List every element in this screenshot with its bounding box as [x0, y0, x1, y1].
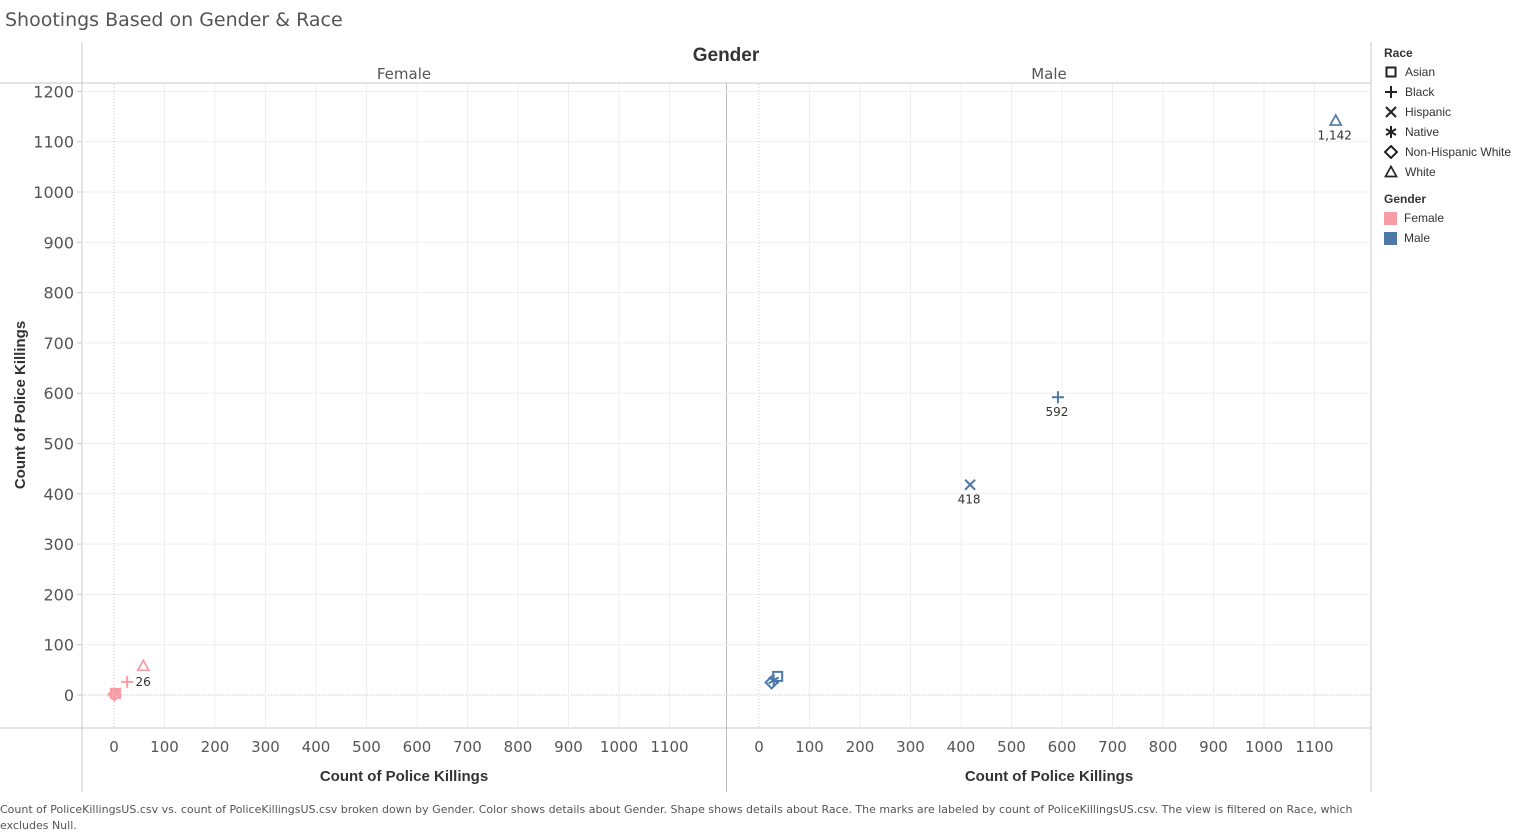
y-tick-label: 100 [43, 636, 74, 655]
x-tick-label: 100 [795, 738, 824, 756]
x-tick-label: 100 [150, 738, 179, 756]
y-tick-label: 1200 [33, 82, 74, 101]
x-tick-label: 0 [109, 738, 119, 756]
diamond-icon [1384, 145, 1398, 159]
legend-race-label: Black [1405, 85, 1435, 99]
x-tick-label: 600 [1048, 738, 1077, 756]
legend-race-label: Native [1405, 125, 1440, 139]
x-tick-label: 800 [1149, 738, 1178, 756]
x-tick-label: 500 [997, 738, 1026, 756]
legend-race-label: Non-Hispanic White [1405, 145, 1512, 159]
data-label: 1,142 [1318, 129, 1352, 143]
x-tick-label: 900 [554, 738, 583, 756]
x-tick-label: 400 [302, 738, 331, 756]
asterisk-icon [1385, 126, 1397, 138]
x-tick-label: 300 [251, 738, 280, 756]
data-point-male-black [1051, 391, 1064, 404]
legend-gender-label: Male [1404, 231, 1431, 245]
y-tick-label: 500 [43, 435, 74, 454]
color-swatch [1384, 231, 1397, 245]
y-tick-label: 0 [64, 686, 74, 705]
y-tick-label: 200 [43, 585, 74, 604]
y-tick-label: 1000 [33, 183, 74, 202]
data-point-male-hispanic [964, 479, 976, 491]
x-tick-label: 500 [352, 738, 381, 756]
panel-header-male: Male [1031, 65, 1067, 83]
y-axis-title: Count of Police Killings [12, 321, 29, 489]
chart-caption: Count of PoliceKillingsUS.csv vs. count … [0, 803, 1353, 832]
data-label: 26 [135, 675, 150, 689]
data-point-male-white [1328, 113, 1343, 126]
legend-race-black[interactable]: Black [1384, 82, 1511, 102]
x-tick-label: 200 [201, 738, 230, 756]
data-point-male-non-hispanic-white [764, 675, 780, 690]
legend-race-asian[interactable]: Asian [1384, 62, 1511, 82]
legend-gender-label: Female [1404, 211, 1445, 225]
data-point-female-white [136, 658, 151, 672]
legend-race-native[interactable]: Native [1384, 122, 1511, 142]
triangle-icon [1384, 165, 1398, 178]
color-swatch [1384, 211, 1397, 225]
plus-icon [1385, 86, 1397, 98]
race-legend-title: Race [1384, 46, 1413, 60]
legend-race-label: Asian [1405, 65, 1436, 79]
x-tick-label: 800 [504, 738, 533, 756]
x-tick-label: 900 [1199, 738, 1228, 756]
legend-gender-male[interactable]: Male [1384, 228, 1511, 248]
data-label: 592 [1046, 405, 1069, 419]
x-tick-label: 1000 [1245, 738, 1283, 756]
x-tick-label: 1100 [1295, 738, 1333, 756]
x-tick-label: 400 [947, 738, 976, 756]
gender-legend-title: Gender [1384, 192, 1427, 206]
data-point-female-black [121, 675, 134, 688]
legend-race-hispanic[interactable]: Hispanic [1384, 102, 1511, 122]
legend: Race Asian Black Hispanic Native Non-Hispani… [1384, 46, 1511, 248]
y-tick-label: 300 [43, 535, 74, 554]
y-tick-label: 400 [43, 485, 74, 504]
y-tick-label: 700 [43, 334, 74, 353]
data-label: 418 [958, 493, 981, 507]
x-axis-title-female: Count of Police Killings [320, 768, 488, 785]
x-tick-label: 200 [846, 738, 875, 756]
y-tick-label: 900 [43, 233, 74, 252]
square-icon [1385, 66, 1397, 78]
x-tick-label: 0 [754, 738, 764, 756]
y-tick-label: 600 [43, 384, 74, 403]
x-tick-label: 700 [453, 738, 482, 756]
panel-header-female: Female [377, 65, 431, 83]
x-tick-label: 700 [1098, 738, 1127, 756]
data-point-female-non-hispanic-white [107, 687, 122, 702]
y-tick-label: 1100 [33, 133, 74, 152]
legend-race-white[interactable]: White [1384, 162, 1511, 182]
y-tick-label: 800 [43, 284, 74, 303]
cross-icon [1385, 106, 1397, 118]
x-tick-label: 300 [896, 738, 925, 756]
x-tick-label: 600 [403, 738, 432, 756]
legend-race-non-hispanic-white[interactable]: Non-Hispanic White [1384, 142, 1511, 162]
column-header: Gender [693, 45, 760, 66]
legend-gender-female[interactable]: Female [1384, 208, 1511, 228]
legend-race-label: White [1405, 165, 1436, 179]
scatter-chart: Gender0100200300400500600700800900100011… [0, 42, 1372, 792]
x-axis-title-male: Count of Police Killings [965, 768, 1133, 785]
x-tick-label: 1000 [600, 738, 638, 756]
dashboard-title: Shootings Based on Gender & Race [5, 9, 343, 31]
x-tick-label: 1100 [650, 738, 688, 756]
legend-race-label: Hispanic [1405, 105, 1452, 119]
